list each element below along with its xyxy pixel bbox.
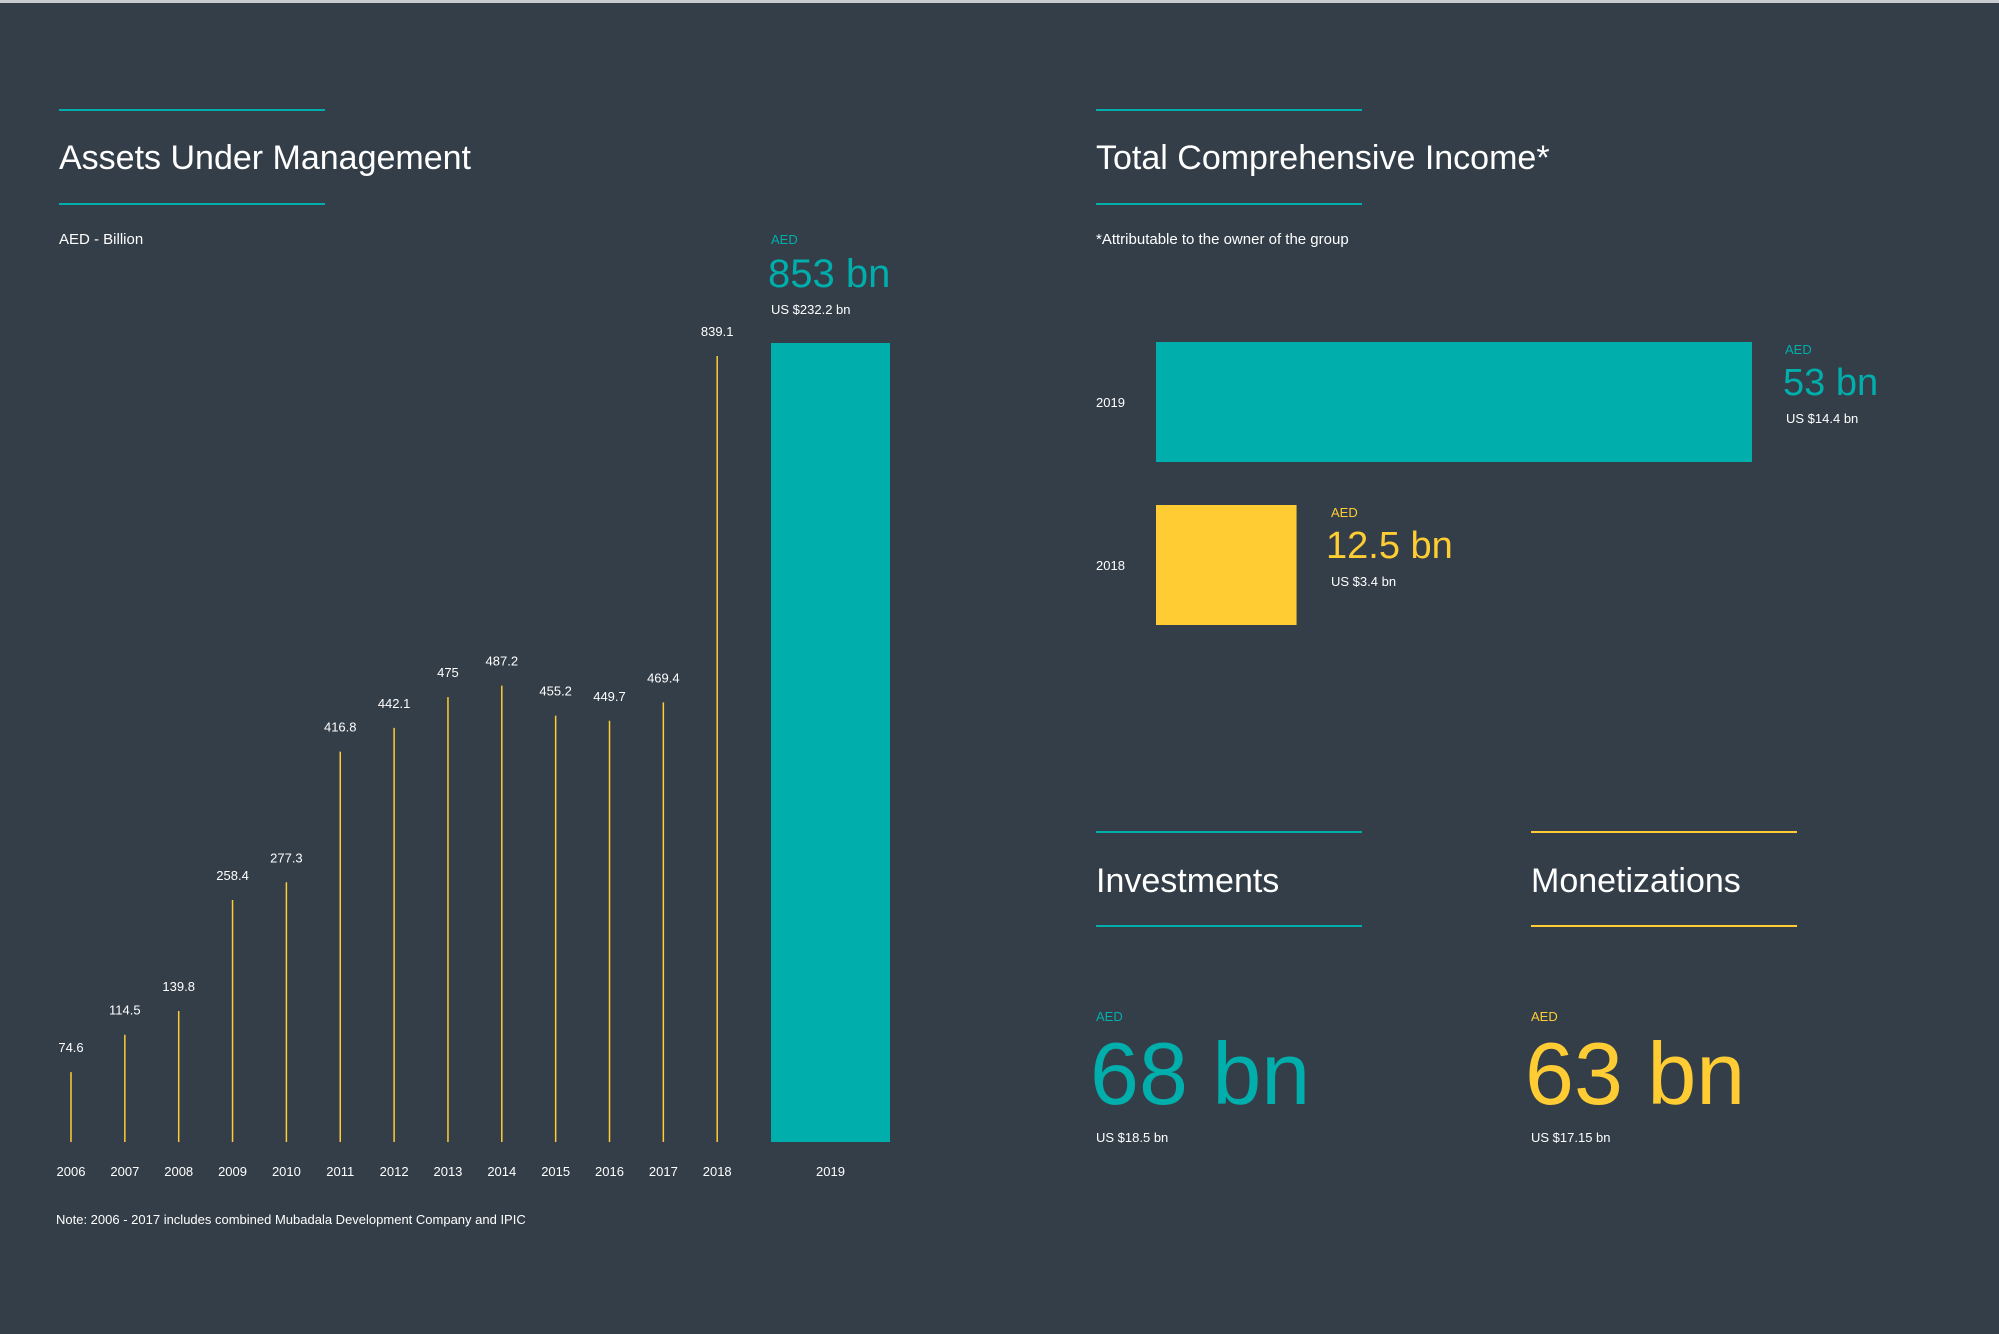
aum-title: Assets Under Management: [59, 139, 471, 177]
tci-title-rule-bottom: [1096, 203, 1362, 205]
aum-tick-label-2008: 2008: [164, 1164, 193, 1179]
tci-2019-usd: US $14.4 bn: [1786, 411, 1859, 426]
monetizations-value: 63 bn: [1525, 1024, 1746, 1123]
investments-rule-top: [1096, 831, 1362, 833]
aum-highlight-currency: AED: [771, 232, 798, 247]
tci-2018-usd: US $3.4 bn: [1331, 574, 1397, 589]
monetizations-currency: AED: [1531, 1009, 1558, 1024]
tci-title-rule-top: [1096, 109, 1362, 111]
aum-tick-label-2007: 2007: [110, 1164, 139, 1179]
aum-value-label-2008: 139.8: [162, 979, 195, 994]
aum-title-rule-top: [59, 109, 325, 111]
aum-value-label-2015: 455.2: [539, 684, 572, 699]
aum-unit-label: AED - Billion: [59, 231, 144, 248]
aum-chart: 74.6 2006 114.5 2007 139.8 2008 258.4 2009 277.3…: [57, 324, 890, 1179]
tci-year-label-2018: 2018: [1096, 558, 1125, 573]
aum-tick-label-2013: 2013: [433, 1164, 462, 1179]
aum-value-label-2006: 74.6: [58, 1040, 83, 1055]
aum-value-label-2012: 442.1: [378, 696, 411, 711]
aum-tick-label-2011: 2011: [326, 1164, 354, 1179]
monetizations-title: Monetizations: [1531, 862, 1741, 900]
aum-note: Note: 2006 - 2017 includes combined Muba…: [56, 1212, 526, 1227]
aum-tick-label-2009: 2009: [218, 1164, 247, 1179]
tci-chart: 2019 2018: [1096, 342, 1752, 625]
aum-tick-label-2006: 2006: [57, 1164, 86, 1179]
aum-value-label-2016: 449.7: [593, 689, 626, 704]
aum-highlight-value: 853 bn: [768, 252, 891, 296]
investments-value: 68 bn: [1090, 1024, 1311, 1123]
aum-tick-label-2015: 2015: [541, 1164, 570, 1179]
aum-tick-label-2016: 2016: [595, 1164, 624, 1179]
aum-tick-label-2019: 2019: [816, 1164, 845, 1179]
aum-tick-label-2018: 2018: [703, 1164, 732, 1179]
aum-tick-label-2012: 2012: [380, 1164, 409, 1179]
investments-currency: AED: [1096, 1009, 1123, 1024]
tci-2018-currency: AED: [1331, 505, 1358, 520]
investments-title: Investments: [1096, 862, 1280, 900]
tci-bar-2018: [1156, 505, 1297, 625]
monetizations-rule-top: [1531, 831, 1797, 833]
aum-value-label-2014: 487.2: [486, 654, 519, 669]
aum-tick-label-2010: 2010: [272, 1164, 301, 1179]
monetizations-rule-bottom: [1531, 925, 1797, 927]
tci-2019-value: 53 bn: [1783, 362, 1879, 404]
investments-usd: US $18.5 bn: [1096, 1130, 1169, 1145]
aum-tick-label-2014: 2014: [487, 1164, 516, 1179]
aum-value-label-2017: 469.4: [647, 670, 680, 685]
tci-footnote: *Attributable to the owner of the group: [1096, 231, 1349, 248]
monetizations-usd: US $17.15 bn: [1531, 1130, 1611, 1145]
aum-value-label-2013: 475: [437, 665, 459, 680]
tci-2019-currency: AED: [1785, 342, 1812, 357]
aum-tick-label-2017: 2017: [649, 1164, 678, 1179]
aum-value-label-2009: 258.4: [216, 868, 249, 883]
tci-title: Total Comprehensive Income*: [1096, 139, 1550, 177]
aum-value-label-2018: 839.1: [701, 324, 734, 339]
tci-year-label-2019: 2019: [1096, 395, 1125, 410]
aum-value-label-2011: 416.8: [324, 720, 357, 735]
top-border: [0, 0, 1999, 3]
aum-bar-2019: [771, 343, 890, 1142]
tci-bar-2019: [1156, 342, 1752, 462]
aum-value-label-2007: 114.5: [109, 1003, 141, 1018]
aum-value-label-2010: 277.3: [270, 850, 303, 865]
aum-title-rule-bottom: [59, 203, 325, 205]
investments-rule-bottom: [1096, 925, 1362, 927]
aum-highlight-usd: US $232.2 bn: [771, 302, 851, 317]
tci-2018-value: 12.5 bn: [1326, 525, 1453, 567]
